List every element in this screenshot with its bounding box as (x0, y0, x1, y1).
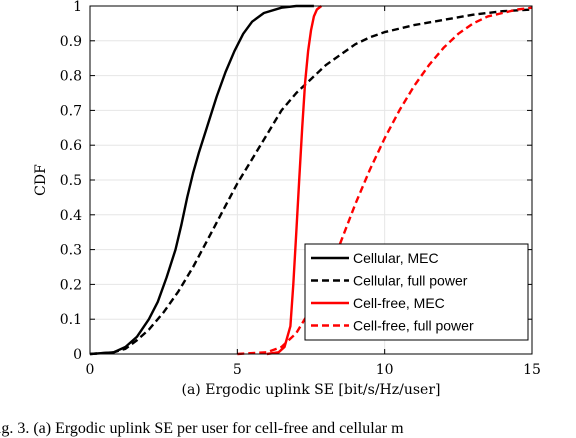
x-tick-label: 0 (86, 362, 95, 378)
legend-box (304, 243, 529, 341)
y-tick-label: 0.1 (60, 312, 82, 328)
series-line-3 (237, 6, 533, 356)
x-tick-label: 15 (523, 362, 541, 378)
y-tick-label: 0.8 (60, 69, 82, 85)
figure-caption: Fig. 3. (a) Ergodic uplink SE per user f… (0, 420, 404, 437)
y-tick-label: 1 (73, 0, 82, 15)
legend-label-1: Cellular, full power (353, 273, 468, 289)
tick-labels: 0 5 10 15 0 0.1 0.2 0.3 0.4 0.5 0.6 0.7 0.8 0.9 1 (60, 0, 541, 378)
x-tick-label: 10 (376, 362, 394, 378)
y-tick-label: 0.9 (60, 34, 82, 50)
y-tick-label: 0.6 (60, 138, 82, 154)
series-line-0 (89, 4, 314, 356)
y-tick-label: 0.5 (60, 173, 82, 189)
x-axis-label: (a) Ergodic uplink SE [bit/s/Hz/user] (182, 382, 441, 398)
y-tick-label: 0 (73, 347, 82, 363)
legend-label-0: Cellular, MEC (353, 250, 439, 266)
series-curves (89, 4, 533, 356)
series-line-1 (89, 8, 533, 356)
y-tick-label: 0.2 (60, 277, 82, 293)
axis-ticks (89, 5, 533, 355)
legend: Cellular, MEC Cellular, full power Cell-fr… (304, 243, 529, 341)
legend-items: Cellular, MEC Cellular, full power Cell-fr… (311, 250, 474, 334)
y-axis-label: CDF (33, 164, 49, 196)
y-tick-label: 0.7 (60, 103, 82, 119)
y-tick-label: 0.4 (60, 208, 82, 224)
y-tick-label: 0.3 (60, 243, 82, 259)
x-tick-label: 5 (233, 362, 242, 378)
legend-label-3: Cell-free, full power (353, 318, 474, 334)
legend-label-2: Cell-free, MEC (353, 295, 445, 311)
